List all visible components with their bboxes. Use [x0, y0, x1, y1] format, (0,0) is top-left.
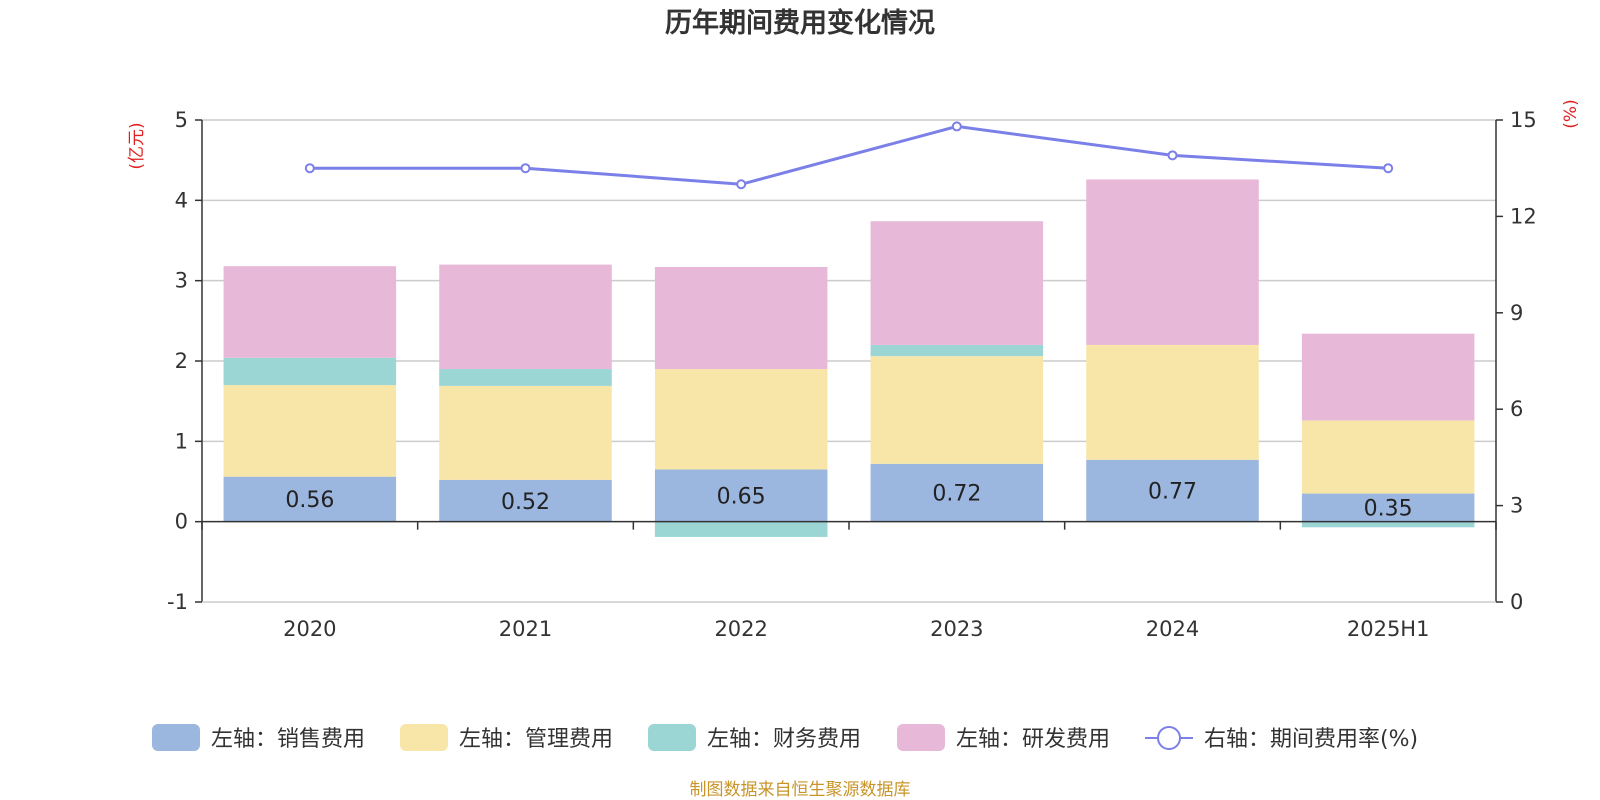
data-labels: 0.56 0.52 0.65 0.72 0.77 0.35 [285, 480, 1412, 522]
legend-label: 左轴：销售费用 [211, 727, 365, 752]
bar-segment [1301, 420, 1475, 494]
right-axis-unit: (%) [1561, 99, 1581, 128]
bar-segment [654, 267, 828, 370]
left-tick-label: 3 [175, 269, 188, 293]
right-tick-label: 6 [1510, 397, 1523, 421]
left-tick-label: 5 [175, 108, 188, 132]
legend-label: 左轴：财务费用 [707, 727, 861, 752]
line-point [1167, 150, 1178, 161]
bar-segment [870, 356, 1044, 464]
bar-segment [1301, 333, 1475, 421]
bar-segment [439, 479, 612, 522]
bar-segment [1086, 344, 1259, 460]
left-tick-label: 1 [175, 429, 188, 453]
bar-segment [1086, 179, 1259, 345]
line-point [951, 121, 962, 132]
data-label: 0.65 [717, 485, 766, 510]
bar-segment [654, 521, 828, 537]
category-label: 2022 [714, 617, 767, 641]
category-label: 2025H1 [1347, 617, 1430, 641]
bar-segment [1301, 493, 1475, 522]
bar-segment [439, 385, 612, 480]
bar-segment [1086, 459, 1259, 522]
legend-label: 左轴：研发费用 [956, 727, 1110, 752]
left-tick-label: 0 [175, 510, 188, 534]
right-tick-label: 9 [1510, 301, 1523, 325]
left-tick-label: 2 [175, 349, 188, 373]
legend-swatch [897, 724, 945, 751]
bar-segment [1301, 521, 1475, 528]
data-label: 0.35 [1364, 497, 1413, 522]
data-label: 0.56 [285, 488, 334, 513]
bar-segment [439, 264, 612, 370]
legend-swatch [400, 724, 448, 751]
right-tick-label: 3 [1510, 494, 1523, 518]
line-point [304, 163, 315, 174]
bar-segment [654, 469, 828, 522]
left-tick-label: -1 [167, 590, 188, 614]
bar-segment [223, 357, 397, 386]
chart-title: 历年期间费用变化情况 [665, 7, 935, 39]
line-point [736, 179, 747, 190]
legend-marker [1157, 726, 1181, 750]
category-label: 2020 [283, 617, 336, 641]
data-label: 0.72 [932, 482, 981, 507]
category-label: 2024 [1146, 617, 1199, 641]
right-tick-label: 0 [1510, 590, 1523, 614]
legend-label: 右轴：期间费用率(%) [1204, 727, 1418, 752]
bar-segment [870, 463, 1044, 522]
bar-segment [223, 385, 397, 477]
bar-segment [870, 344, 1044, 357]
line-point [520, 163, 531, 174]
left-axis-unit: (亿元) [127, 122, 147, 169]
line-point [1383, 163, 1394, 174]
grid [202, 119, 1496, 443]
left-tick-label: 4 [175, 188, 188, 212]
bar-segment [870, 221, 1044, 345]
category-label: 2021 [499, 617, 552, 641]
legend-swatch [648, 724, 696, 751]
line-series [304, 121, 1394, 190]
legend-label: 左轴：管理费用 [459, 727, 613, 752]
data-label: 0.52 [501, 490, 550, 515]
bar-segment [223, 476, 397, 522]
line-path [309, 124, 1389, 186]
right-tick-label: 12 [1510, 204, 1537, 228]
bar-segment [223, 266, 397, 358]
bar-segment [654, 369, 828, 470]
data-label: 0.77 [1148, 480, 1197, 505]
category-label: 2023 [930, 617, 983, 641]
bar-segment [439, 369, 612, 386]
right-tick-label: 15 [1510, 108, 1537, 132]
source-note: 制图数据来自恒生聚源数据库 [690, 780, 911, 800]
legend-swatch [152, 724, 200, 751]
legend: 左轴：销售费用 左轴：管理费用 左轴：财务费用 左轴：研发费用 右轴：期间费用率(%) [152, 724, 1418, 752]
bars [223, 179, 1475, 537]
